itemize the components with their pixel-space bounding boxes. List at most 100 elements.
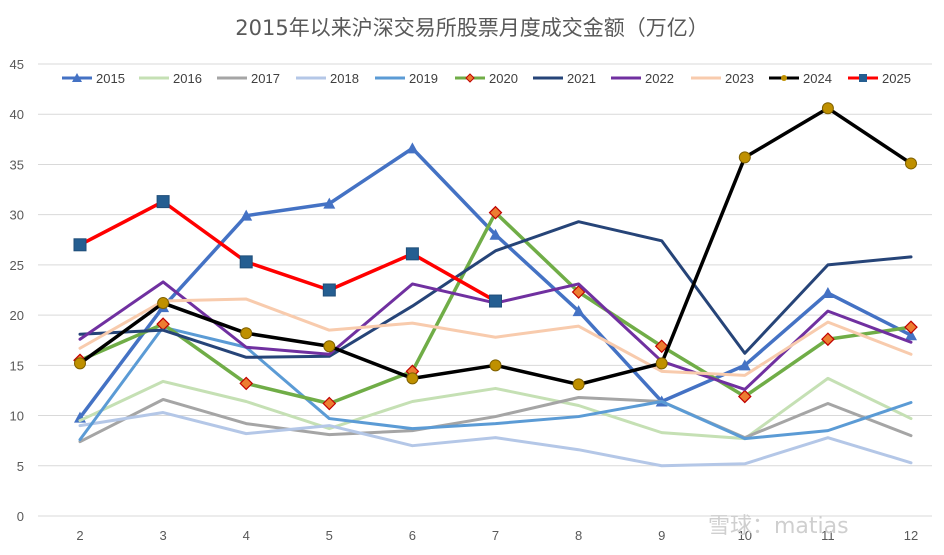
series-line-2018: [78, 411, 913, 468]
data-point-2015: [905, 329, 917, 341]
data-point-2015: [572, 305, 585, 317]
y-tick-label: 5: [17, 459, 24, 474]
series-2021: [78, 220, 913, 359]
data-point-2015: [240, 209, 253, 221]
data-point-2024: [905, 157, 917, 170]
data-point-2020: [488, 205, 503, 220]
x-tick-label: 3: [159, 528, 166, 543]
legend-item-2023: 2023: [691, 71, 754, 86]
data-point-2020: [571, 285, 586, 299]
series-2023: [78, 297, 913, 377]
series-line-2017: [78, 395, 913, 444]
legend-label: 2025: [882, 71, 911, 86]
data-point-2025: [489, 294, 502, 308]
data-point-2020: [239, 376, 254, 391]
series-2019: [78, 325, 913, 442]
watermark-text: 雪球：matias: [708, 514, 849, 539]
x-tick-label: 9: [658, 528, 665, 543]
legend-marker: [859, 74, 867, 82]
legend-item-2024: 2024: [769, 71, 832, 86]
series-line-2021: [78, 220, 913, 359]
legend-item-2019: 2019: [375, 71, 438, 86]
x-tick-label: 6: [409, 528, 416, 543]
series-2018: [78, 411, 913, 468]
data-point-2024: [489, 359, 502, 372]
series-line-2023: [78, 297, 913, 377]
data-point-2024: [157, 297, 170, 310]
y-tick-label: 10: [10, 409, 24, 424]
data-point-2024: [821, 102, 834, 115]
series-line-2016: [78, 376, 913, 441]
x-tick-label: 4: [243, 528, 250, 543]
y-tick-label: 30: [10, 208, 24, 223]
y-tick-label: 15: [10, 358, 24, 373]
data-point-2024: [323, 340, 336, 353]
data-point-2025: [73, 238, 87, 252]
chart-title: 2015年以来沪深交易所股票月度成交金额（万亿）: [235, 16, 708, 40]
series-line-2019: [78, 325, 913, 442]
data-point-2025: [239, 255, 253, 269]
data-point-2020: [904, 320, 918, 335]
legend-marker: [465, 73, 475, 83]
data-point-2025: [322, 283, 336, 297]
legend-label: 2016: [173, 71, 202, 86]
series-line-2015: [78, 146, 913, 420]
data-point-2020: [654, 339, 669, 354]
y-tick-label: 25: [10, 258, 24, 273]
x-tick-label: 5: [326, 528, 333, 543]
y-tick-label: 35: [10, 157, 24, 172]
data-point-2020: [322, 396, 337, 411]
y-tick-label: 0: [17, 509, 24, 524]
data-point-2020: [737, 389, 752, 404]
x-tick-label: 11: [821, 528, 835, 543]
data-point-2015: [406, 142, 419, 154]
legend-item-2018: 2018: [296, 71, 359, 86]
y-axis-ticks: 0 5 10 15 20 25 30 35 40 45: [10, 57, 24, 524]
data-point-2024: [572, 378, 585, 391]
legend-item-2021: 2021: [533, 71, 596, 86]
gridlines: [38, 63, 932, 517]
data-point-2024: [655, 357, 668, 370]
legend-item-2025: 2025: [848, 71, 911, 86]
data-point-2025: [156, 195, 170, 209]
data-point-2015: [489, 228, 502, 240]
series-lines: [73, 102, 918, 468]
x-tick-label: 7: [492, 528, 499, 543]
legend-label: 2021: [567, 71, 596, 86]
legend-label: 2015: [96, 71, 125, 86]
x-tick-label: 8: [575, 528, 582, 543]
legend-label: 2022: [645, 71, 674, 86]
legend: 2015 2016 2017 2018 2019 2020 2021 2022 2023 2024…: [62, 71, 911, 86]
legend-marker: [781, 75, 787, 81]
series-2025: [73, 195, 502, 308]
legend-label: 2017: [251, 71, 280, 86]
legend-marker: [72, 73, 82, 82]
series-2020: [73, 205, 918, 411]
data-point-2015: [821, 287, 834, 299]
x-tick-label: 2: [76, 528, 83, 543]
legend-label: 2019: [409, 71, 438, 86]
legend-item-2020: 2020: [455, 71, 518, 86]
series-2016: [78, 376, 913, 441]
legend-label: 2020: [489, 71, 518, 86]
legend-item-2016: 2016: [139, 71, 202, 86]
legend-item-2017: 2017: [217, 71, 280, 86]
legend-item-2022: 2022: [611, 71, 674, 86]
y-tick-label: 20: [10, 308, 24, 323]
watermark: 雪球：matias: [708, 514, 849, 539]
data-point-2025: [405, 247, 419, 261]
data-point-2015: [738, 359, 751, 371]
legend-item-2015: 2015: [62, 71, 125, 86]
legend-label: 2018: [330, 71, 359, 86]
data-point-2024: [74, 357, 86, 370]
series-line-2025: [78, 199, 498, 303]
series-2015: [74, 142, 917, 423]
data-point-2015: [323, 197, 336, 209]
data-point-2024: [240, 327, 253, 340]
x-axis-ticks: 2 3 4 5 6 7 8 9 10 11 12: [76, 528, 918, 543]
y-tick-label: 40: [10, 107, 24, 122]
series-2017: [78, 395, 913, 444]
legend-label: 2024: [803, 71, 832, 86]
data-point-2024: [406, 372, 419, 385]
